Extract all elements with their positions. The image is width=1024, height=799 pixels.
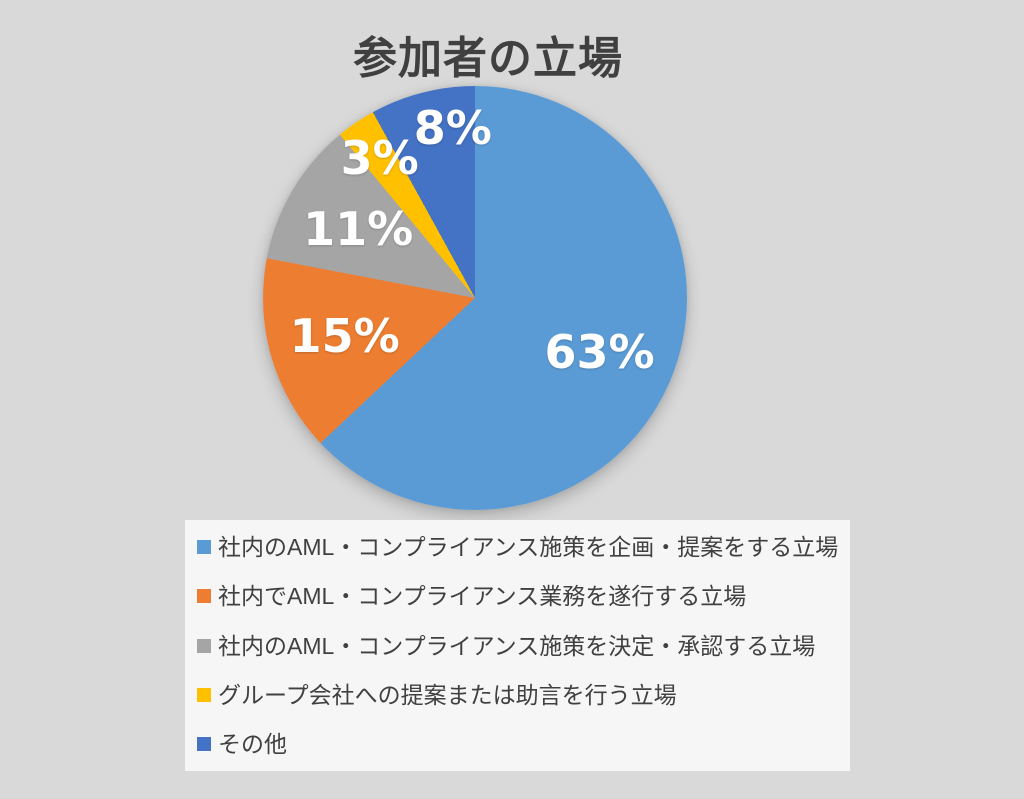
pie-graphic bbox=[263, 86, 687, 510]
chart-title: 参加者の立場 bbox=[353, 34, 623, 83]
legend-swatch-icon bbox=[197, 589, 211, 604]
legend-item: 社内でAML・コンプライアンス業務を遂行する立場 bbox=[197, 582, 838, 610]
legend-swatch-icon bbox=[197, 737, 211, 751]
pie-chart: 63% 15% 11% 3% 8% bbox=[263, 86, 687, 510]
pie-slice-label: 11% bbox=[303, 201, 414, 256]
legend-item: 社内のAML・コンプライアンス施策を企画・提案をする立場 bbox=[197, 533, 838, 561]
legend-swatch-icon bbox=[197, 687, 211, 702]
legend-item: その他 bbox=[197, 730, 838, 758]
legend-item: 社内のAML・コンプライアンス施策を決定・承認する立場 bbox=[197, 632, 838, 660]
legend-swatch-icon bbox=[197, 638, 211, 653]
pie-slice-label: 63% bbox=[544, 324, 655, 379]
legend-label: 社内のAML・コンプライアンス施策を決定・承認する立場 bbox=[218, 632, 816, 659]
legend-label: 社内のAML・コンプライアンス施策を企画・提案をする立場 bbox=[218, 534, 839, 560]
legend: 社内のAML・コンプライアンス施策を企画・提案をする立場 社内でAML・コンプライ… bbox=[185, 520, 850, 771]
legend-swatch-icon bbox=[197, 540, 211, 554]
legend-label: 社内でAML・コンプライアンス業務を遂行する立場 bbox=[218, 583, 747, 610]
pie-slice-label: 15% bbox=[289, 308, 400, 363]
legend-label: その他 bbox=[218, 731, 287, 757]
pie-slice-label: 3% bbox=[340, 130, 419, 185]
legend-label: グループ会社への提案または助言を行う立場 bbox=[218, 681, 677, 708]
pie-slice-label: 8% bbox=[413, 100, 492, 155]
legend-item: グループ会社への提案または助言を行う立場 bbox=[197, 681, 838, 709]
